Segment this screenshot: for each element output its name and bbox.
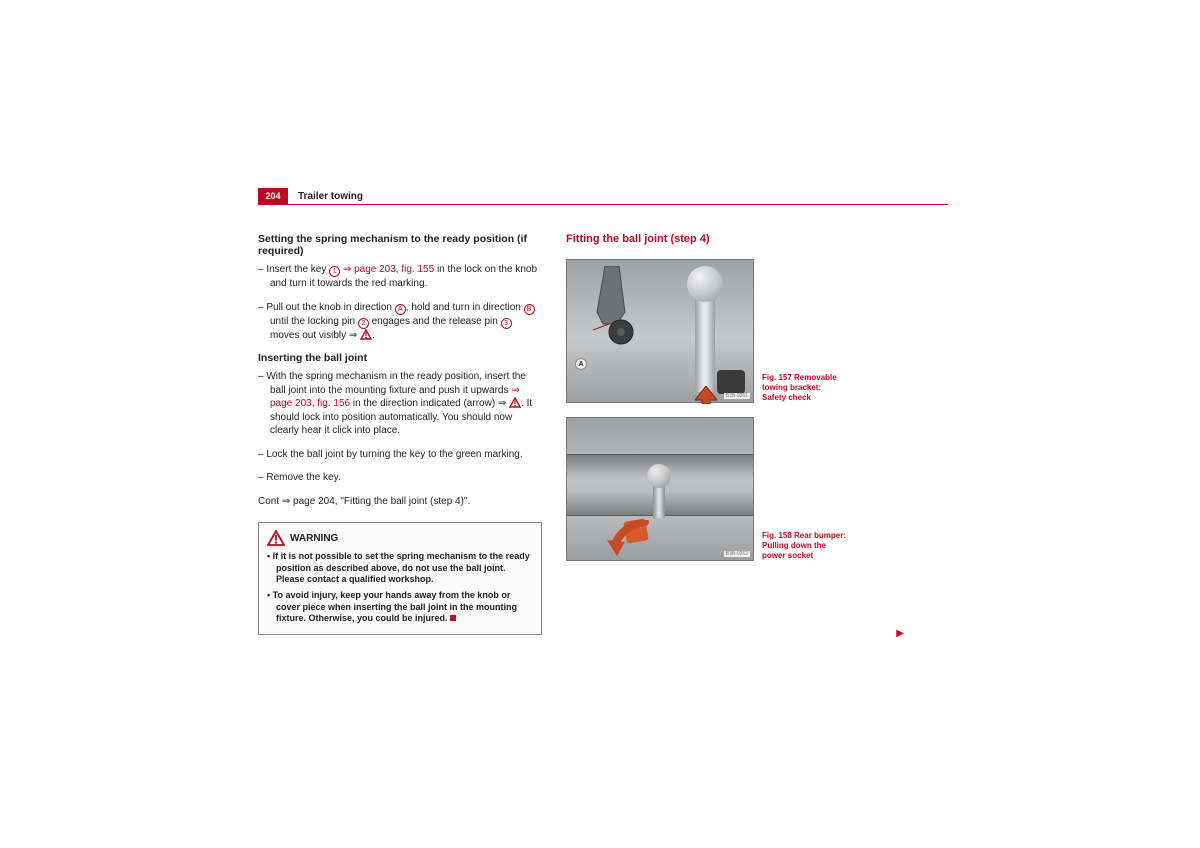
- mount-foot: [717, 370, 745, 394]
- warning-triangle-icon: [509, 397, 521, 408]
- subheading-spring: Setting the spring mechanism to the read…: [258, 233, 542, 257]
- step-5: Remove the key.: [258, 471, 542, 485]
- figure-157: A B3B-0261 Fig. 157 Removable towing bra…: [566, 259, 896, 403]
- step-list-insert: With the spring mechanism in the ready p…: [258, 370, 542, 485]
- step-3: With the spring mechanism in the ready p…: [258, 370, 542, 438]
- warning-title: WARNING: [290, 533, 338, 544]
- callout-2-icon: 2: [358, 318, 369, 329]
- step-2: Pull out the knob in direction A, hold a…: [258, 301, 542, 343]
- callout-3-icon: 3: [501, 318, 512, 329]
- step-heading: Fitting the ball joint (step 4): [566, 233, 896, 245]
- page-number-badge: 204: [258, 188, 288, 205]
- ball-head: [687, 266, 723, 302]
- warning-box: WARNING If it is not possible to set the…: [258, 522, 542, 635]
- continue-arrow-icon: ▶: [896, 628, 904, 639]
- page-header: 204 Trailer towing: [258, 188, 948, 205]
- clamp-icon: [585, 266, 635, 366]
- warning-item-2: To avoid injury, keep your hands away fr…: [267, 590, 533, 625]
- callout-a-icon: A: [395, 304, 406, 315]
- up-arrow-icon: [695, 386, 717, 404]
- continuation-note: Cont ⇒ page 204, "Fitting the ball joint…: [258, 495, 542, 509]
- left-column: Setting the spring mechanism to the read…: [258, 233, 542, 635]
- callout-b-icon: B: [524, 304, 535, 315]
- subheading-insert: Inserting the ball joint: [258, 352, 542, 364]
- figure-code: B3B-0261: [724, 393, 750, 399]
- callout-1-icon: 1: [329, 266, 340, 277]
- end-block-icon: [450, 615, 456, 621]
- figure-code: B3B-0262: [724, 551, 750, 557]
- figure-158-image: B3B-0262: [566, 417, 754, 561]
- page-ref[interactable]: ⇒ page 203, fig. 155: [340, 264, 434, 275]
- figure-158: B3B-0262 Fig. 158 Rear bumper: Pulling d…: [566, 417, 896, 561]
- figure-157-image: A B3B-0261: [566, 259, 754, 403]
- step-4: Lock the ball joint by turning the key t…: [258, 448, 542, 462]
- step-list-spring: Insert the key 1 ⇒ page 203, fig. 155 in…: [258, 263, 542, 342]
- warning-item-1: If it is not possible to set the spring …: [267, 551, 533, 586]
- warning-triangle-icon: [267, 530, 285, 546]
- hitch-ball: [647, 464, 671, 488]
- figure-158-caption: Fig. 158 Rear bumper: Pulling down the p…: [762, 531, 847, 561]
- warning-triangle-icon: [360, 329, 372, 340]
- pull-down-arrow-icon: [605, 520, 653, 556]
- right-column: Fitting the ball joint (step 4) A: [566, 233, 896, 635]
- figure-157-caption: Fig. 157 Removable towing bracket: Safet…: [762, 373, 847, 403]
- step-1: Insert the key 1 ⇒ page 203, fig. 155 in…: [258, 263, 542, 291]
- callout-a-badge: A: [575, 358, 587, 370]
- chapter-title: Trailer towing: [298, 191, 363, 202]
